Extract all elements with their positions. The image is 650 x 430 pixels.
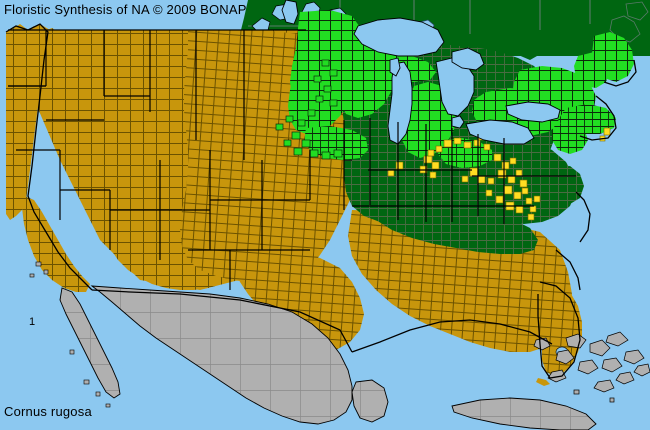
- title-backdrop: [0, 0, 214, 19]
- scattered-present-counties: [275, 59, 343, 160]
- region-no-data: [29, 261, 650, 430]
- species-name-label: Cornus rugosa: [4, 404, 92, 419]
- map-title: Floristic Synthesis of NA © 2009 BONAP: [4, 2, 247, 17]
- cuba: [451, 397, 597, 430]
- lake-superior: [353, 17, 445, 57]
- georgian-bay: [451, 47, 485, 71]
- state-boundaries: [8, 29, 576, 290]
- lake-michigan: [387, 61, 413, 145]
- great-lakes: [281, 0, 561, 145]
- species-backdrop: [0, 400, 92, 418]
- coastlines: [5, 23, 637, 379]
- bahamas: [533, 331, 650, 403]
- rare-counties: [387, 127, 611, 221]
- lake-ontario: [505, 101, 561, 123]
- lake-erie: [465, 119, 535, 145]
- ocean-index-marker: 1: [29, 316, 36, 328]
